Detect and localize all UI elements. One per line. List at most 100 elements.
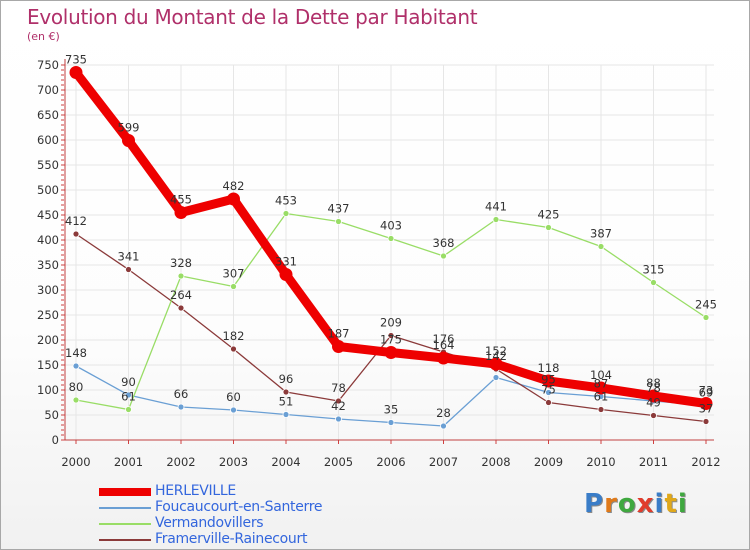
data-label-0: 735 — [65, 53, 87, 67]
x-tick-label: 2010 — [586, 455, 615, 469]
legend-swatch — [99, 507, 151, 509]
series-point-2 — [177, 272, 185, 280]
data-label-1: 51 — [279, 395, 294, 409]
series-point-2 — [282, 210, 290, 217]
data-label-2: 315 — [643, 263, 665, 277]
series-point-0 — [647, 389, 660, 403]
series-point-2 — [650, 279, 657, 286]
data-label-1: 95 — [541, 373, 556, 387]
data-label-3: 341 — [118, 250, 140, 264]
data-label-0: 175 — [380, 333, 402, 347]
logo-letter: i — [654, 489, 665, 519]
series-point-0 — [69, 66, 83, 79]
data-label-0: 331 — [275, 255, 297, 269]
x-tick-label: 2003 — [219, 455, 248, 469]
series-point-1 — [282, 411, 290, 418]
logo-letter: i — [677, 489, 688, 519]
series-point-0 — [542, 374, 555, 388]
axes: 0 50 100 150 200 250 300 350 400 450 500 550 600 650 7… — [37, 58, 721, 469]
series-point-2 — [387, 235, 395, 242]
series-point-2 — [72, 396, 80, 404]
x-tick-label: 2007 — [429, 455, 458, 469]
x-tick-label: 2009 — [534, 455, 563, 469]
grid-lines — [65, 64, 714, 440]
data-label-2: 307 — [223, 267, 245, 281]
data-label-2: 425 — [538, 208, 560, 222]
data-label-3: 176 — [433, 332, 455, 346]
x-tick-label: 2012 — [691, 455, 720, 469]
legend-label: Vermandovillers — [155, 515, 264, 531]
data-label-1: 66 — [174, 387, 189, 401]
data-label-0: 187 — [328, 327, 350, 341]
series-point-3 — [230, 345, 237, 353]
y-tick-label: 750 — [37, 58, 59, 72]
series-point-3 — [387, 332, 395, 339]
series-point-2 — [125, 406, 132, 413]
data-label-0: 104 — [590, 368, 612, 382]
x-tick-label: 2001 — [114, 455, 143, 469]
y-tick-label: 450 — [37, 208, 59, 222]
y-tick-label: 0 — [52, 433, 59, 447]
series-point-1 — [387, 419, 395, 426]
series-point-2 — [230, 283, 237, 290]
data-label-1: 28 — [436, 406, 451, 420]
data-label-2: 80 — [69, 380, 84, 394]
data-label-2: 387 — [590, 227, 612, 241]
data-label-0: 455 — [170, 193, 192, 207]
proxiti-logo: Proxiti — [584, 489, 688, 519]
series-point-3 — [72, 230, 80, 238]
data-label-3: 96 — [279, 372, 294, 386]
chart-title: Evolution du Montant de la Dette par Hab… — [27, 5, 478, 29]
y-tick-label: 150 — [37, 358, 59, 372]
y-tick-label: 650 — [37, 108, 59, 122]
legend-label: Foucaucourt-en-Santerre — [155, 499, 323, 515]
data-label-3: 78 — [331, 381, 346, 395]
data-label-2: 368 — [433, 236, 455, 250]
x-tick-label: 2011 — [639, 455, 668, 469]
x-tick-label: 2004 — [271, 455, 300, 469]
logo-letter: o — [617, 489, 637, 519]
series-point-2 — [492, 216, 500, 223]
y-tick-label: 600 — [37, 133, 59, 147]
x-tick-label: 2006 — [376, 455, 405, 469]
logo-letter: t — [664, 489, 678, 519]
series-lines — [69, 66, 713, 430]
series-point-2 — [545, 224, 552, 231]
data-label-3: 142 — [485, 349, 507, 363]
legend-label: Framerville-Rainecourt — [155, 531, 308, 547]
y-tick-label: 50 — [44, 408, 59, 422]
y-tick-label: 300 — [37, 283, 59, 297]
data-label-0: 73 — [699, 384, 714, 398]
y-tick-label: 250 — [37, 308, 59, 322]
data-label-0: 164 — [433, 338, 455, 352]
series-point-0 — [437, 351, 450, 365]
logo-letter: P — [584, 489, 605, 519]
series-point-0 — [122, 134, 135, 147]
series-point-0 — [594, 381, 608, 395]
series-point-0 — [332, 340, 345, 353]
data-label-2: 245 — [695, 298, 717, 312]
series-point-1 — [492, 374, 500, 381]
data-label-0: 482 — [223, 179, 245, 193]
data-label-1: 35 — [384, 403, 399, 417]
series-point-3 — [177, 304, 185, 312]
data-label-0: 599 — [118, 121, 140, 135]
data-label-3: 37 — [699, 402, 714, 416]
data-label-3: 61 — [594, 390, 609, 404]
data-label-3: 182 — [223, 329, 245, 343]
series-point-2 — [335, 218, 342, 225]
x-tick-label: 2002 — [166, 455, 195, 469]
series-point-3 — [125, 266, 132, 273]
x-tick-label: 2000 — [61, 455, 90, 469]
y-tick-label: 700 — [37, 83, 59, 97]
data-label-3: 209 — [380, 316, 402, 330]
series-point-1 — [335, 415, 342, 423]
data-label-3: 412 — [65, 214, 87, 228]
x-tick-label: 2008 — [481, 455, 510, 469]
data-label-2: 61 — [121, 390, 136, 404]
series-point-1 — [440, 422, 447, 430]
series-point-1 — [72, 362, 80, 370]
series-point-1 — [230, 406, 237, 414]
